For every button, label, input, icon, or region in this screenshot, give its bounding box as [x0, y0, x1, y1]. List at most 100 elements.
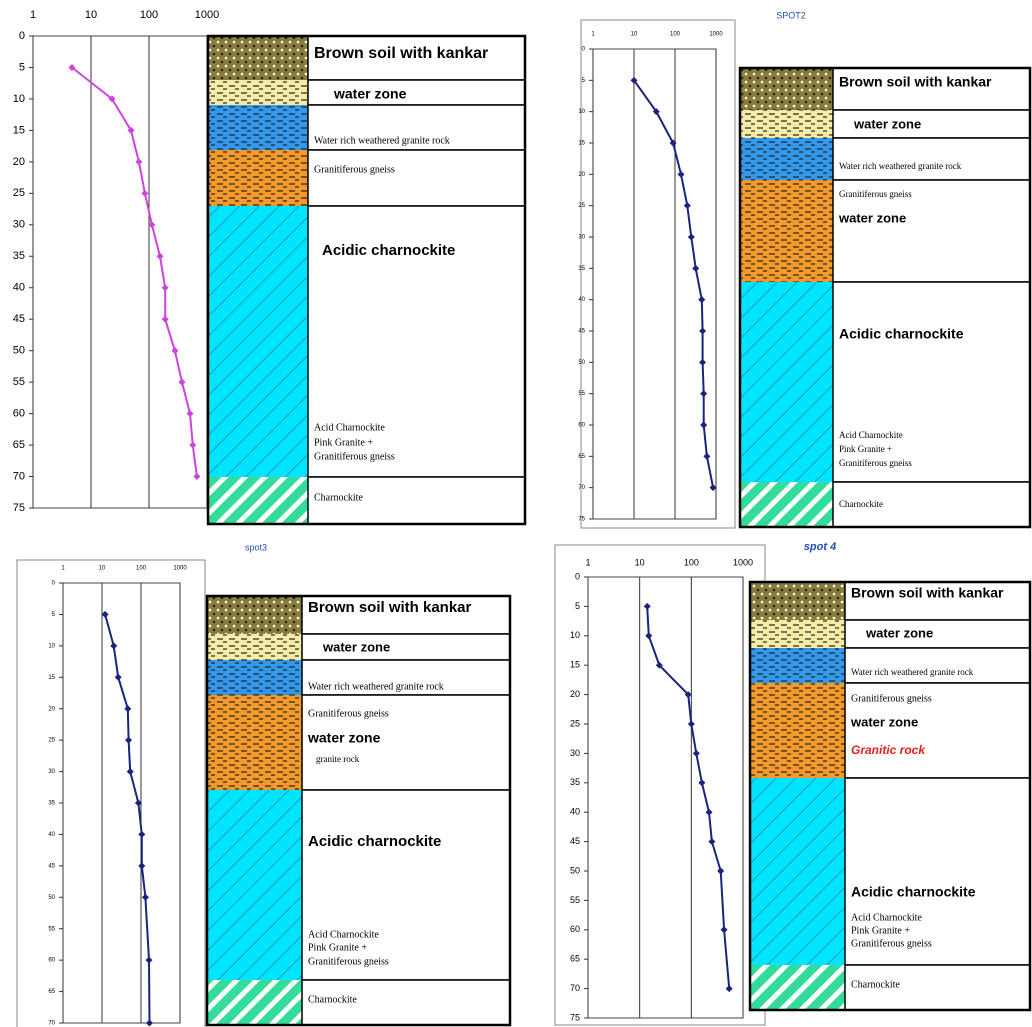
data-point — [125, 736, 133, 744]
data-point — [725, 985, 733, 993]
data-point — [687, 233, 695, 241]
layer-label: Granitiferous gneiss — [314, 164, 395, 175]
chart-title: SPOT2 — [776, 10, 806, 20]
profile-line — [646, 606, 731, 989]
y-tick-label: 60 — [578, 423, 585, 429]
chart-title: spot 4 — [804, 541, 836, 553]
layer-description-cell — [844, 682, 1031, 779]
y-tick-label: 15 — [578, 141, 585, 147]
y-tick-label: 30 — [570, 748, 580, 758]
chart-title: spot3 — [245, 542, 267, 552]
y-tick-label: 75 — [570, 1012, 580, 1022]
lithology-pattern — [208, 477, 308, 524]
x-tick-label: 1 — [591, 32, 595, 38]
layer-description-cell — [301, 595, 511, 635]
y-tick-label: 50 — [578, 360, 585, 366]
data-point — [171, 347, 179, 355]
y-tick-label: 35 — [13, 250, 25, 262]
data-point — [705, 808, 713, 816]
y-tick-label: 50 — [570, 865, 580, 875]
plot-area — [62, 582, 181, 1024]
data-point — [643, 602, 651, 610]
y-tick-label: 55 — [570, 895, 580, 905]
y-tick-label: 25 — [13, 187, 25, 199]
data-point — [110, 642, 118, 650]
panel: SPOT2 1 10 100 1000 0 5 10 15 20 25 30 35 40 45 50 55 60 6… — [578, 10, 1032, 529]
y-tick-label: 70 — [570, 983, 580, 993]
y-tick-label: 35 — [570, 777, 580, 787]
data-point — [703, 452, 711, 460]
y-tick-label: 60 — [13, 408, 25, 420]
layer-description-cell — [832, 281, 1031, 483]
chart-frame — [580, 19, 736, 529]
x-tick-label: 10 — [635, 557, 645, 567]
lithology-pattern — [208, 80, 308, 105]
data-point — [193, 473, 201, 481]
y-tick-label: 15 — [13, 124, 25, 136]
layer-label: Brown soil with kankar — [851, 585, 1004, 601]
layer-label: Acidic charnockite — [839, 326, 964, 342]
data-point — [127, 126, 135, 134]
y-tick-label: 40 — [48, 832, 55, 838]
data-point — [145, 956, 153, 964]
y-tick-label: 50 — [13, 345, 25, 357]
layer-description-cell — [307, 476, 526, 525]
y-tick-label: 10 — [578, 109, 585, 115]
y-tick-label: 25 — [48, 738, 55, 744]
layer-label: Granitic rock — [851, 743, 926, 757]
lithology-pattern — [207, 980, 302, 1025]
data-point — [692, 264, 700, 272]
data-point — [655, 661, 663, 669]
layer-label: Granitiferous gneiss — [851, 938, 932, 949]
data-point — [114, 673, 122, 681]
data-point — [138, 830, 146, 838]
layer-label: Acidic charnockite — [308, 833, 441, 850]
y-tick-label: 75 — [578, 517, 585, 523]
data-point — [717, 867, 725, 875]
x-tick-label: 100 — [140, 9, 158, 21]
y-tick-label: 45 — [13, 313, 25, 325]
layer-label: Water rich weathered granite rock — [308, 681, 444, 692]
lithology-pattern — [207, 660, 302, 695]
lithology-pattern — [750, 648, 845, 683]
lithology-pattern — [750, 582, 845, 620]
y-tick-label: 5 — [19, 61, 25, 73]
layer-description-cell — [301, 979, 511, 1026]
y-tick-label: 65 — [13, 439, 25, 451]
data-point — [677, 170, 685, 178]
layer-label: water zone — [333, 86, 407, 102]
y-tick-label: 45 — [48, 863, 55, 869]
layer-label: Acid Charnockite — [308, 929, 379, 940]
data-point — [683, 202, 691, 210]
x-tick-label: 10 — [85, 9, 97, 21]
layer-description-cell — [832, 179, 1031, 283]
x-tick-label: 100 — [136, 566, 147, 572]
y-tick-label: 25 — [570, 718, 580, 728]
layer-label: Brown soil with kankar — [314, 45, 488, 62]
y-tick-label: 20 — [570, 689, 580, 699]
lithology-pattern — [740, 110, 833, 138]
plot-area — [32, 35, 208, 509]
lithology-pattern — [740, 180, 833, 282]
layer-label: water zone — [853, 116, 921, 131]
data-point — [698, 296, 706, 304]
data-point — [700, 390, 708, 398]
y-tick-label: 40 — [570, 807, 580, 817]
y-tick-label: 10 — [48, 643, 55, 649]
data-point — [68, 63, 76, 71]
y-tick-label: 0 — [19, 30, 25, 42]
data-point — [134, 799, 142, 807]
layer-label: Charnockite — [308, 994, 357, 1005]
layer-label: Water rich weathered granite rock — [851, 667, 974, 677]
profile-line — [104, 614, 151, 1024]
panel: spot3 1 10 100 1000 0 5 10 15 20 25 30 35 40 45 50 55 60 6… — [16, 542, 512, 1027]
layer-description-cell — [844, 647, 1031, 684]
layer-label: Brown soil with kankar — [308, 599, 472, 616]
y-tick-label: 40 — [578, 297, 585, 303]
y-tick-label: 40 — [13, 282, 25, 294]
layer-description-cell — [307, 149, 526, 207]
y-tick-label: 35 — [578, 266, 585, 272]
panel: 1 10 100 1000 0 5 10 15 20 25 30 35 40 45 50 55 60 65 70 75… — [13, 9, 527, 526]
